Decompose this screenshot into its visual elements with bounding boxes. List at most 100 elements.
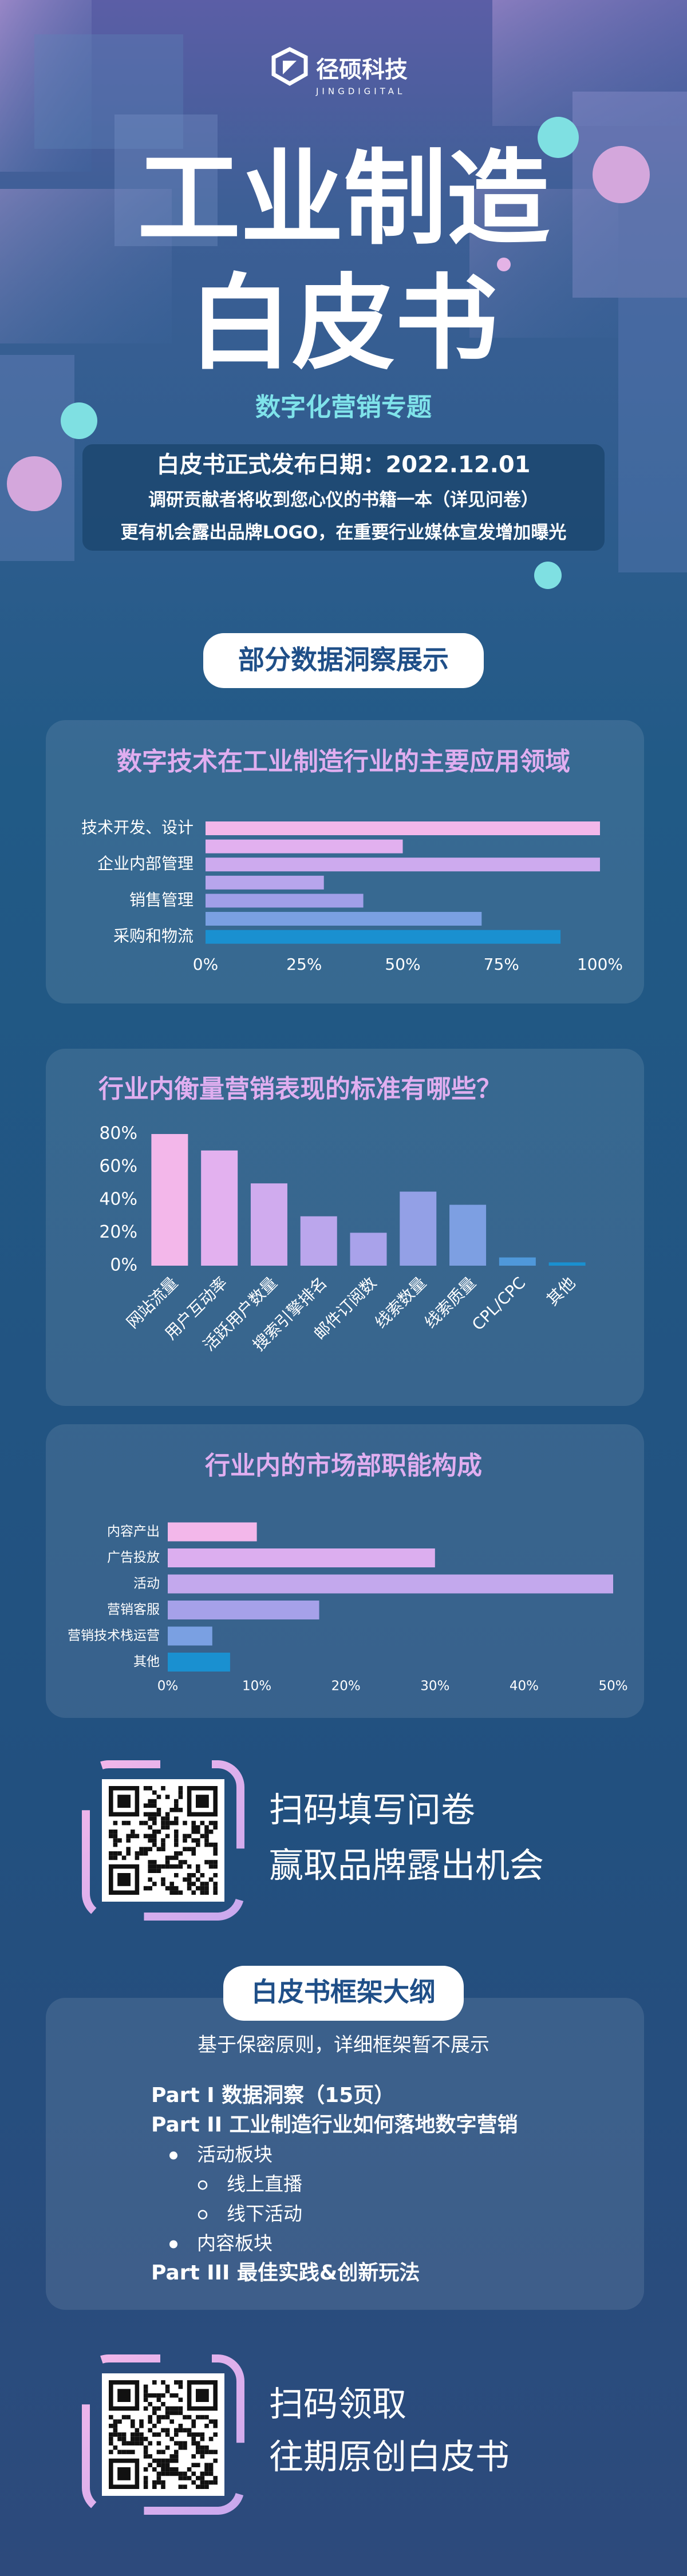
qr-module xyxy=(178,2471,183,2476)
x-tick-label: 50% xyxy=(385,955,420,974)
qr-module xyxy=(213,1886,218,1891)
qr-module xyxy=(169,2458,174,2463)
qr-module xyxy=(196,2484,200,2489)
qr-module xyxy=(191,1847,196,1851)
qr-module xyxy=(165,1834,170,1839)
subtitle: 数字化营销专题 xyxy=(255,393,432,422)
qr-module xyxy=(208,1877,214,1882)
qr-module xyxy=(169,1864,174,1869)
qr-module xyxy=(161,2463,165,2467)
qr-module xyxy=(161,1882,165,1886)
qr-module xyxy=(135,2428,140,2433)
y-tick-label: 40% xyxy=(99,1190,137,1210)
outline-item: 内容板块 xyxy=(197,2232,273,2254)
qr-module xyxy=(156,2419,161,2424)
qr-module xyxy=(165,2428,170,2433)
qr-module xyxy=(152,2380,157,2385)
qr-module xyxy=(156,1868,161,1873)
qr-module xyxy=(165,1864,170,1869)
qr-module xyxy=(178,2411,183,2415)
qr-module xyxy=(165,1795,170,1799)
qr-module xyxy=(213,2419,218,2424)
qr-module xyxy=(143,2484,148,2489)
qr-module xyxy=(156,2432,161,2437)
qr-module xyxy=(208,2480,214,2485)
qr-module xyxy=(139,1847,144,1851)
qr-module xyxy=(165,2389,170,2393)
qr-module xyxy=(148,2402,152,2407)
x-tick-label: 0% xyxy=(157,1679,179,1694)
qr-module xyxy=(213,2449,218,2455)
qr-module xyxy=(131,1834,135,1839)
qr-module xyxy=(143,1803,148,1808)
qr-module xyxy=(191,2441,196,2445)
category-label: 活动 xyxy=(133,1577,160,1591)
qr-module xyxy=(148,1803,152,1808)
logo-name: 径硕科技 xyxy=(316,57,408,83)
qr-module xyxy=(213,1873,218,1878)
x-tick-label: 40% xyxy=(510,1679,539,1694)
qr-module xyxy=(196,2449,200,2455)
qr-finder xyxy=(196,2389,209,2402)
qr-module xyxy=(161,1816,165,1821)
qr-module xyxy=(161,2415,165,2420)
qr-module xyxy=(117,2432,122,2437)
cta-text: 赢取品牌露出机会 xyxy=(269,1846,544,1886)
qr-module xyxy=(148,1825,152,1830)
qr-module xyxy=(143,2467,148,2472)
qr-module xyxy=(165,1886,170,1891)
qr-module xyxy=(161,2458,165,2463)
qr-module xyxy=(169,2406,174,2411)
qr-module xyxy=(143,1886,148,1891)
qr-module xyxy=(131,2419,135,2424)
qr-module xyxy=(117,1838,122,1843)
qr-module xyxy=(152,2458,157,2463)
qr-module xyxy=(165,2415,170,2420)
qr-module xyxy=(143,2454,148,2459)
qr-module xyxy=(200,2471,205,2476)
qr-module xyxy=(191,2471,196,2476)
qr-module xyxy=(213,1860,218,1864)
qr-module xyxy=(200,2476,205,2480)
logo-english: JINGDIGITAL xyxy=(315,86,405,97)
qr-module xyxy=(165,1825,170,1830)
qr-module xyxy=(161,2393,165,2398)
section-pill xyxy=(203,633,484,688)
qr-module xyxy=(143,1834,148,1839)
qr-module xyxy=(200,2454,205,2459)
qr-module xyxy=(191,1873,196,1878)
qr-module xyxy=(156,2441,161,2445)
qr-module xyxy=(200,2415,205,2420)
qr-module xyxy=(152,2393,157,2398)
x-tick-label: 75% xyxy=(484,955,519,974)
qr-module xyxy=(161,1847,165,1851)
qr-module xyxy=(169,1808,174,1812)
qr-module xyxy=(174,2449,179,2455)
qr-module xyxy=(174,1834,179,1839)
bar xyxy=(206,930,561,944)
qr-module xyxy=(152,1834,157,1839)
qr-module xyxy=(139,2432,144,2437)
cta-text: 扫码领取 xyxy=(269,2385,406,2425)
qr-module xyxy=(169,1820,174,1826)
qr-module xyxy=(178,1808,183,1812)
qr-module xyxy=(148,2415,152,2420)
qr-module xyxy=(165,1820,170,1826)
qr-module xyxy=(169,2436,174,2441)
qr-module xyxy=(131,1830,135,1834)
qr-module xyxy=(109,1834,113,1839)
qr-module xyxy=(196,1825,200,1830)
qr-module xyxy=(174,1864,179,1869)
bar xyxy=(449,1204,487,1266)
qr-module xyxy=(174,2467,179,2472)
cta-text: 往期原创白皮书 xyxy=(269,2437,510,2478)
qr-finder xyxy=(117,2389,131,2402)
qr-module xyxy=(109,2424,113,2428)
qr-module xyxy=(183,2441,187,2445)
x-tick-label: 20% xyxy=(331,1679,361,1694)
category-label: 销售管理 xyxy=(129,890,194,909)
qr-module xyxy=(169,2411,174,2415)
qr-module xyxy=(148,2463,152,2467)
bar xyxy=(201,1150,238,1266)
